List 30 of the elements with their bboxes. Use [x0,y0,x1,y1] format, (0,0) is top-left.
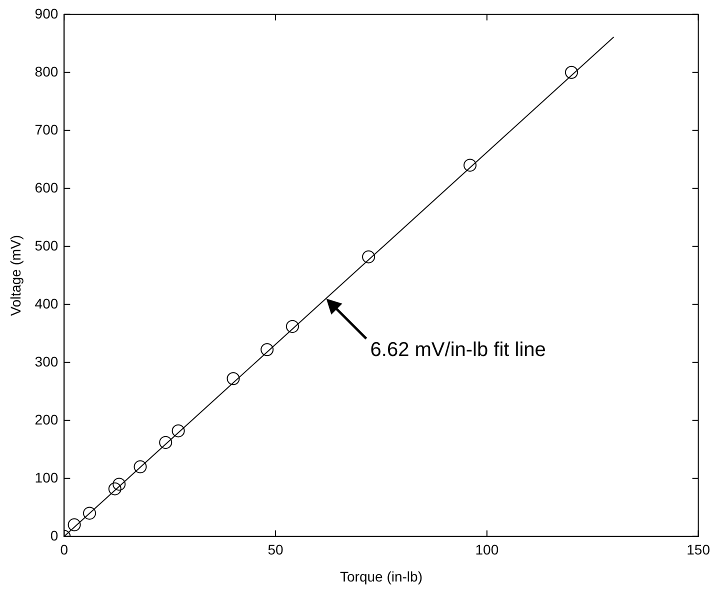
y-tick-label: 200 [34,411,58,428]
point [260,343,274,356]
x-tick-label: 0 [60,542,68,558]
y-tick-label: 800 [34,63,58,80]
y-tick-label: 0 [50,527,58,544]
y-tick-label: 900 [34,5,58,22]
point [286,320,299,333]
point [134,460,147,474]
x-tick-label: 50 [268,542,284,558]
point [83,506,96,520]
point [226,372,240,386]
y-axis-title: Voltage (mV) [7,234,24,316]
y-tick-label: 300 [34,353,58,370]
point [68,518,81,532]
y-tick-label: 600 [34,179,58,196]
point [362,250,376,264]
y-tick-label: 100 [34,469,58,486]
x-tick-label: 100 [475,542,499,558]
point [112,478,126,491]
point [172,424,185,438]
x-axis-title: Torque (in-lb) [340,568,422,584]
point [159,436,172,449]
point [108,482,122,496]
point [464,158,477,172]
x-tick-label: 150 [686,542,710,558]
y-tick-label: 400 [34,295,58,312]
y-tick-label: 700 [34,121,58,138]
y-tick-label: 500 [34,237,58,254]
annotation: 6.62 mV/in-lb fit line [370,339,546,362]
point [564,66,578,79]
